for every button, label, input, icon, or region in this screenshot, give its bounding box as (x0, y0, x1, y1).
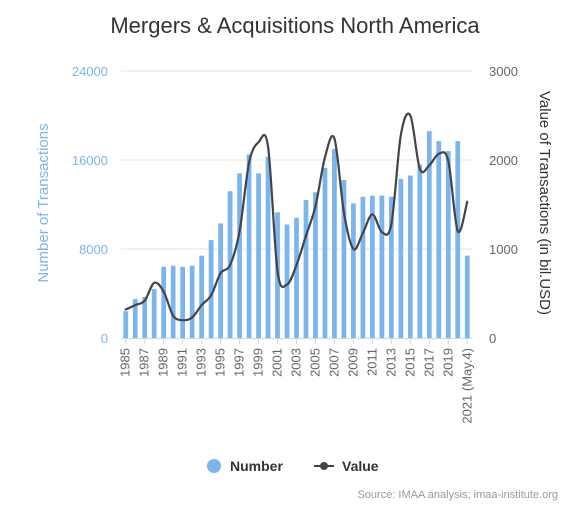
legend-value-marker (320, 462, 328, 470)
x-tick-label: 2007 (326, 348, 341, 377)
bar-number (189, 265, 195, 338)
x-tick-label: 2001 (270, 348, 285, 377)
bar-series-number (123, 131, 470, 338)
x-tick-label: 2003 (289, 348, 304, 377)
line-series-value (124, 112, 469, 322)
chart-title: Mergers & Acquisitions North America (110, 13, 480, 38)
bar-number (322, 167, 328, 338)
x-tick-label: 1987 (137, 348, 152, 377)
bar-number (284, 224, 290, 338)
bar-number (151, 289, 157, 338)
bar-number (199, 255, 205, 338)
x-tick-label: 2017 (421, 348, 436, 377)
x-tick-label: 1985 (118, 348, 133, 377)
x-tick-label: 2013 (383, 348, 398, 377)
axes: 0 8000 16000 24000 0 1000 2000 3000 1985 1987 1989… (72, 64, 518, 424)
x-tick-label: 2009 (345, 348, 360, 377)
bar-number (218, 223, 223, 338)
bar-number (417, 164, 423, 338)
bar-number (303, 200, 309, 338)
x-tick-label: 1989 (156, 348, 171, 377)
bar-number (237, 173, 242, 338)
bar-number (445, 151, 451, 338)
x-tick-label: 2011 (364, 348, 379, 376)
bar-number (379, 195, 385, 338)
bar-number (256, 173, 261, 338)
bar-number (132, 299, 138, 338)
bar-number (265, 156, 271, 338)
bar-number (180, 266, 186, 338)
x-tick-label: 1995 (213, 348, 228, 377)
bar-number (370, 195, 375, 338)
legend-value-label: Value (342, 458, 379, 474)
x-tick-label: 2015 (402, 348, 417, 377)
x-tick-label: 2005 (307, 348, 322, 377)
legend-number-marker (207, 459, 221, 473)
bar-number (388, 196, 394, 338)
bar-number (398, 178, 404, 338)
chart-credit[interactable]: Source: IMAA analysis; imaa-institute.or… (357, 489, 558, 501)
bar-number (464, 255, 470, 338)
bar-number (341, 180, 347, 338)
x-tick-label: 1999 (251, 348, 266, 377)
legend-item-number[interactable]: Number (207, 458, 283, 474)
legend-number-label: Number (230, 458, 283, 474)
bar-number (332, 148, 337, 338)
bar-number (360, 196, 366, 338)
bar-number (407, 175, 413, 338)
y-right-tick-label: 1000 (489, 242, 518, 257)
y-left-tick-label: 16000 (72, 153, 108, 168)
x-tick-label: 2021 (May.4) (459, 348, 474, 424)
bar-number (455, 141, 461, 338)
x-tick-label: 1997 (232, 348, 247, 377)
x-tick-label: 1993 (194, 348, 209, 377)
bar-number (170, 265, 176, 338)
y-right-tick-label: 3000 (489, 64, 518, 79)
bar-number (123, 311, 129, 338)
line-value (124, 112, 469, 322)
x-tick-label: 2019 (440, 348, 455, 377)
bar-number (161, 266, 167, 338)
y-right-tick-label: 0 (489, 331, 496, 346)
y-axis-left-title: Number of Transactions (35, 123, 52, 282)
y-left-tick-label: 0 (101, 331, 108, 346)
bar-number (436, 141, 442, 338)
bar-number (351, 203, 356, 338)
y-left-tick-label: 24000 (72, 64, 108, 79)
bar-number (313, 192, 318, 338)
y-axis-right-title: Value of Transactions (in bil.USD) (536, 91, 553, 315)
y-left-tick-label: 8000 (79, 242, 108, 257)
y-right-tick-label: 2000 (489, 153, 518, 168)
x-tick-label: 1991 (175, 348, 190, 377)
legend: Number Value (207, 458, 379, 474)
bar-number (246, 154, 252, 338)
bar-number (426, 131, 432, 338)
legend-item-value[interactable]: Value (314, 458, 379, 474)
bar-number (208, 240, 214, 338)
bar-number (294, 217, 299, 338)
bar-number (142, 296, 148, 338)
